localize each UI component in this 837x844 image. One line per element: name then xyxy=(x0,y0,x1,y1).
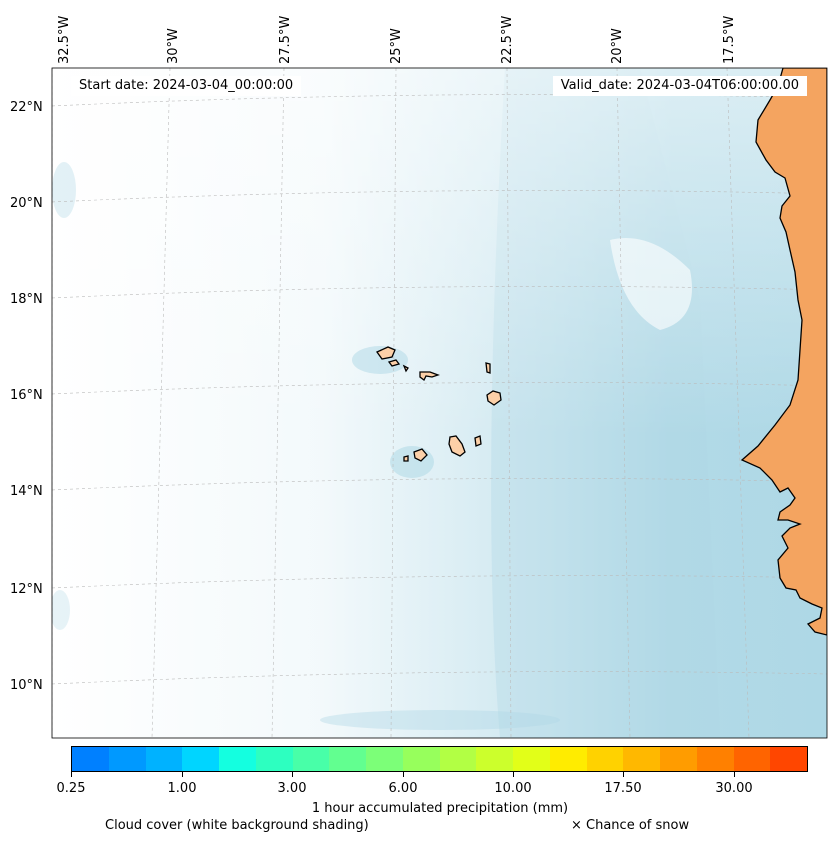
colorbar-swatch xyxy=(108,747,146,771)
colorbar-tick-label: 0.25 xyxy=(56,781,86,796)
colorbar-swatch xyxy=(219,747,256,771)
cloud-patch xyxy=(320,710,560,730)
start-date-label: Start date: 2024-03-04_00:00:00 xyxy=(71,76,302,96)
island-brava xyxy=(403,455,409,462)
colorbar-swatch xyxy=(770,747,807,771)
colorbar-swatch xyxy=(145,747,183,771)
colorbar-tick-label: 10.00 xyxy=(494,781,532,796)
lon-label: 30°W xyxy=(166,28,181,64)
lon-label: 17.5°W xyxy=(722,16,737,64)
colorbar-tick xyxy=(182,772,183,777)
lon-label: 25°W xyxy=(389,28,404,64)
colorbar-swatch xyxy=(182,747,219,771)
colorbar-tick xyxy=(513,772,514,777)
colorbar-tick xyxy=(292,772,293,777)
island-santiago xyxy=(448,435,466,457)
cloud-patch xyxy=(52,162,76,218)
colorbar-swatch xyxy=(623,747,660,771)
latitude-labels: 22°N 20°N 18°N 16°N 14°N 12°N 10°N xyxy=(10,100,43,693)
colorbar-swatch xyxy=(733,747,771,771)
cloud-patch xyxy=(390,446,434,478)
colorbar-tick xyxy=(734,772,735,777)
cloud-patch xyxy=(52,590,70,630)
lon-label: 22.5°W xyxy=(500,16,515,64)
lat-label: 14°N xyxy=(10,484,43,499)
colorbar-tick-label: 1.00 xyxy=(167,781,197,796)
island-santa-luzia xyxy=(402,364,409,373)
island-sao-vicente xyxy=(387,359,401,367)
colorbar-swatch xyxy=(292,747,330,771)
lon-label: 32.5°W xyxy=(57,16,72,64)
colorbar-swatch xyxy=(696,747,734,771)
colorbar-swatch xyxy=(439,747,477,771)
colorbar-swatch xyxy=(513,747,550,771)
lon-label: 20°W xyxy=(610,28,625,64)
colorbar-title: 1 hour accumulated precipitation (mm) xyxy=(311,801,569,816)
colorbar-swatch xyxy=(402,747,440,771)
lat-label: 20°N xyxy=(10,196,43,211)
lon-label: 27.5°W xyxy=(278,16,293,64)
island-boa-vista xyxy=(486,390,502,406)
colorbar-swatch xyxy=(549,747,587,771)
cloud-cover-note: Cloud cover (white background shading) xyxy=(105,818,369,833)
lat-label: 12°N xyxy=(10,582,43,597)
colorbar-tick-label: 30.00 xyxy=(715,781,753,796)
colorbar-swatch xyxy=(329,747,366,771)
colorbar-tick-label: 6.00 xyxy=(388,781,418,796)
lat-label: 16°N xyxy=(10,388,43,403)
precipitation-colorbar xyxy=(71,746,808,772)
colorbar-tick xyxy=(71,772,72,777)
africa-mainland xyxy=(740,68,827,636)
cape-verde-islands xyxy=(376,346,502,462)
colorbar-swatch xyxy=(586,747,624,771)
colorbar-swatch xyxy=(255,747,293,771)
snow-chance-note: × Chance of snow xyxy=(571,818,690,833)
island-sal xyxy=(485,362,491,374)
map-frame xyxy=(51,67,828,739)
map-area xyxy=(52,68,827,738)
colorbar-tick xyxy=(623,772,624,777)
colorbar-swatch xyxy=(366,747,403,771)
lat-label: 18°N xyxy=(10,292,43,307)
island-sao-nicolau xyxy=(419,371,440,381)
island-maio xyxy=(474,435,482,447)
colorbar-tick-label: 3.00 xyxy=(277,781,307,796)
colorbar-swatch xyxy=(476,747,513,771)
colorbar-tick xyxy=(403,772,404,777)
longitude-labels: 32.5°W 30°W 27.5°W 25°W 22.5°W 20°W 17.5… xyxy=(57,16,737,64)
lat-label: 10°N xyxy=(10,678,43,693)
island-fogo xyxy=(413,448,428,462)
colorbar-tick-label: 17.50 xyxy=(604,781,642,796)
colorbar-swatch xyxy=(72,747,109,771)
gridlines xyxy=(52,68,827,738)
island-santo-antao xyxy=(376,346,396,360)
valid-date-label: Valid_date: 2024-03-04T06:00:00.00 xyxy=(552,76,807,96)
lat-label: 22°N xyxy=(10,100,43,115)
colorbar-swatch xyxy=(660,747,697,771)
